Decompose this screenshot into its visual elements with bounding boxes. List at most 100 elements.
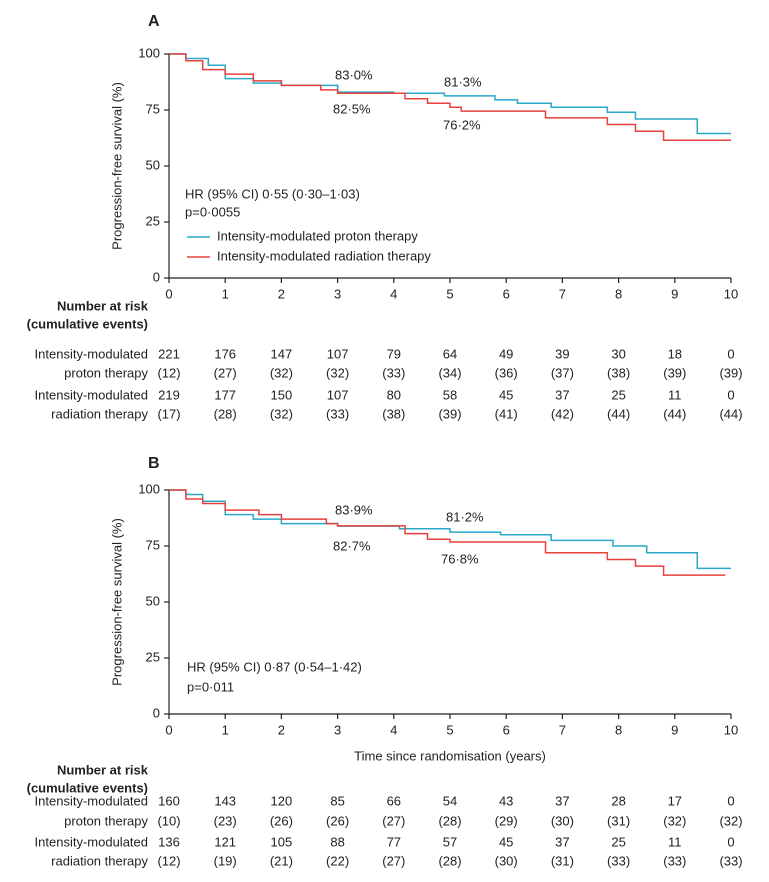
row-label: Intensity-modulated [35, 387, 148, 402]
at-risk: 121 [214, 834, 236, 849]
at-risk: 58 [443, 387, 457, 402]
events: (26) [270, 813, 293, 828]
x-tick-label: 6 [503, 722, 510, 737]
at-risk: 0 [727, 834, 734, 849]
x-tick-label: 4 [390, 286, 397, 301]
at-risk: 88 [330, 834, 344, 849]
events: (29) [495, 813, 518, 828]
survival-curve [169, 53, 731, 141]
row-label: radiation therapy [51, 853, 148, 868]
events: (17) [157, 406, 180, 421]
at-risk: 177 [214, 387, 236, 402]
row-label: Intensity-modulated [35, 793, 148, 808]
at-risk: 221 [158, 346, 180, 361]
x-tick-label: 3 [334, 286, 341, 301]
survival-curve [169, 53, 731, 135]
events: (27) [382, 853, 405, 868]
at-risk: 105 [271, 834, 293, 849]
annotation: 83·0% [335, 67, 373, 82]
events: (34) [438, 365, 461, 380]
x-tick-label: 4 [390, 722, 397, 737]
x-tick-label: 9 [671, 722, 678, 737]
y-tick-label: 0 [153, 705, 160, 720]
at-risk: 45 [499, 834, 513, 849]
risk-table-title: (cumulative events) [27, 316, 148, 331]
risk-table-title: (cumulative events) [27, 780, 148, 795]
events: (28) [214, 406, 237, 421]
events: (23) [214, 813, 237, 828]
at-risk: 43 [499, 793, 513, 808]
survival-curve [169, 489, 726, 576]
x-tick-label: 0 [165, 286, 172, 301]
at-risk: 25 [611, 387, 625, 402]
x-tick-label: 0 [165, 722, 172, 737]
at-risk: 120 [271, 793, 293, 808]
events: (42) [551, 406, 574, 421]
events: (38) [382, 406, 405, 421]
events: (28) [438, 853, 461, 868]
at-risk: 136 [158, 834, 180, 849]
annotation: 82·5% [333, 101, 371, 116]
p-text: p=0·0055 [185, 204, 240, 219]
at-risk: 57 [443, 834, 457, 849]
at-risk: 28 [611, 793, 625, 808]
events: (12) [157, 365, 180, 380]
at-risk: 219 [158, 387, 180, 402]
x-tick-label: 6 [503, 286, 510, 301]
events: (31) [551, 853, 574, 868]
annotation: 76·8% [441, 551, 479, 566]
y-tick-label: 100 [138, 481, 160, 496]
events: (31) [607, 813, 630, 828]
events: (10) [157, 813, 180, 828]
at-risk: 85 [330, 793, 344, 808]
p-text: p=0·011 [187, 679, 234, 694]
annotation: 83·9% [335, 502, 373, 517]
events: (30) [551, 813, 574, 828]
events: (32) [719, 813, 742, 828]
at-risk: 0 [727, 793, 734, 808]
events: (27) [214, 365, 237, 380]
events: (44) [663, 406, 686, 421]
x-tick-label: 2 [278, 286, 285, 301]
at-risk: 11 [668, 834, 682, 849]
events: (27) [382, 813, 405, 828]
at-risk: 11 [668, 387, 682, 402]
events: (44) [607, 406, 630, 421]
at-risk: 37 [555, 834, 569, 849]
at-risk: 18 [668, 346, 682, 361]
events: (36) [495, 365, 518, 380]
risk-table-title: Number at risk [57, 762, 149, 777]
y-tick-label: 50 [146, 157, 160, 172]
at-risk: 160 [158, 793, 180, 808]
y-axis-label: Progression-free survival (%) [109, 518, 124, 686]
annotation: 81·2% [446, 509, 484, 524]
row-label: Intensity-modulated [35, 834, 148, 849]
events: (32) [326, 365, 349, 380]
at-risk: 0 [727, 346, 734, 361]
risk-table-title: Number at risk [57, 298, 149, 313]
at-risk: 45 [499, 387, 513, 402]
x-tick-label: 1 [222, 286, 229, 301]
events: (39) [438, 406, 461, 421]
at-risk: 143 [214, 793, 236, 808]
events: (30) [495, 853, 518, 868]
at-risk: 77 [387, 834, 401, 849]
at-risk: 30 [611, 346, 625, 361]
row-label: proton therapy [64, 813, 148, 828]
y-tick-label: 75 [146, 537, 160, 552]
at-risk: 176 [214, 346, 236, 361]
x-tick-label: 9 [671, 286, 678, 301]
y-tick-label: 100 [138, 45, 160, 60]
at-risk: 37 [555, 793, 569, 808]
events: (33) [719, 853, 742, 868]
panel-label: A [148, 13, 160, 30]
at-risk: 107 [327, 346, 349, 361]
annotation: 81·3% [444, 74, 482, 89]
x-tick-label: 3 [334, 722, 341, 737]
at-risk: 25 [611, 834, 625, 849]
x-tick-label: 5 [446, 722, 453, 737]
hr-text: HR (95% CI) 0·87 (0·54–1·42) [187, 659, 362, 674]
x-tick-label: 2 [278, 722, 285, 737]
at-risk: 54 [443, 793, 457, 808]
